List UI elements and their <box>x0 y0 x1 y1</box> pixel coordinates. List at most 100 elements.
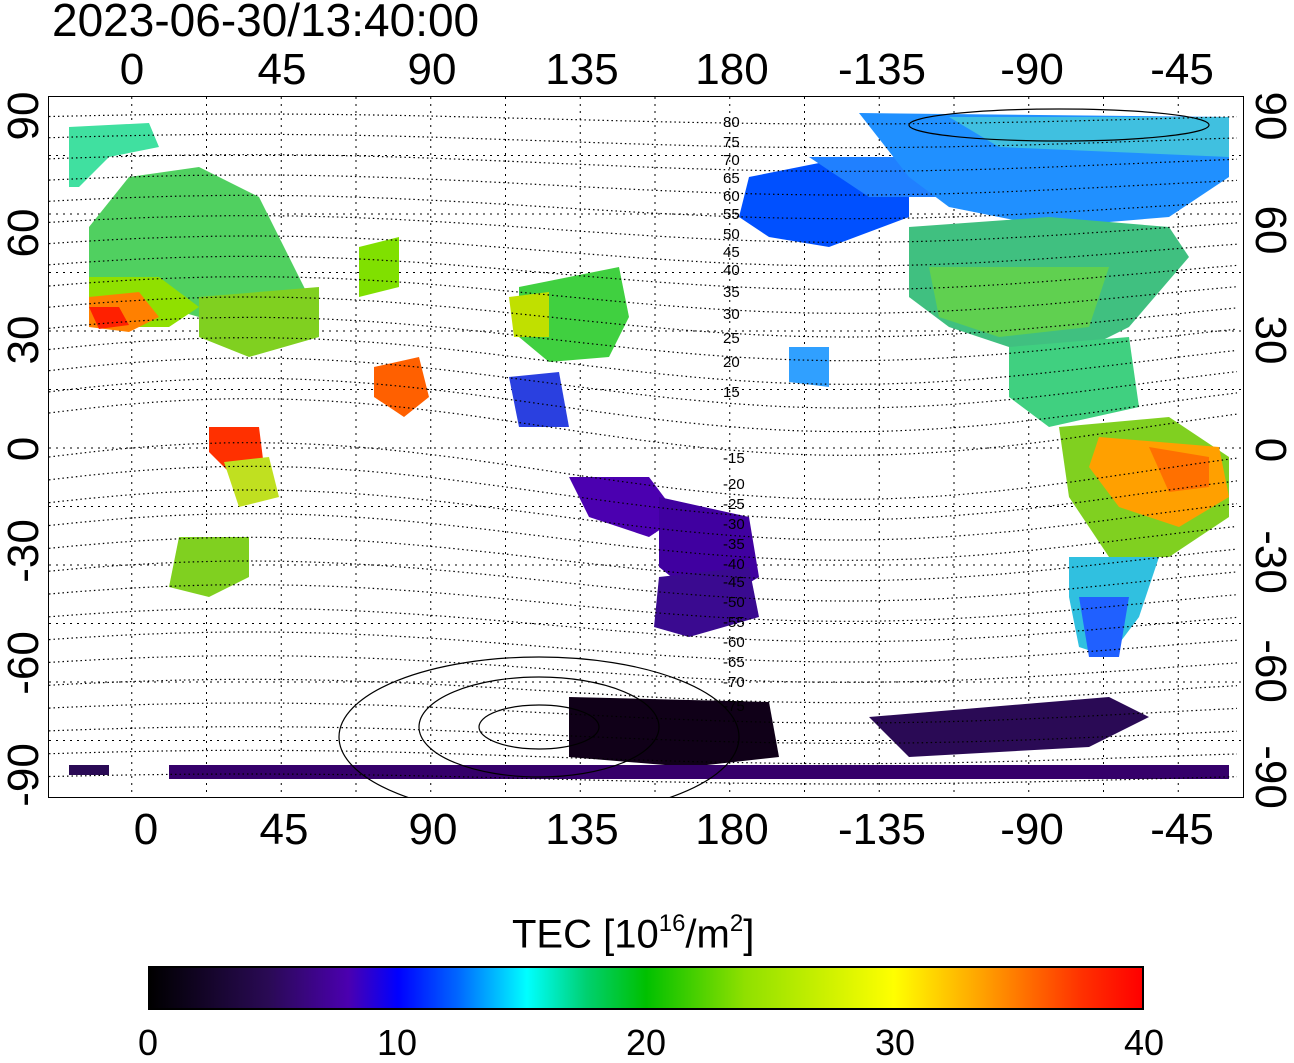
colorbar-title-suffix: ] <box>743 912 755 957</box>
lat-label-right: 30 <box>1246 315 1294 365</box>
magnetic-contour <box>49 398 1238 456</box>
contour-label: -35 <box>723 536 745 553</box>
magnetic-contour <box>49 465 1238 521</box>
contour-label: -70 <box>723 674 745 691</box>
contour-label: -75 <box>723 698 745 715</box>
magnetic-contour <box>49 174 1238 196</box>
contour-label: -15 <box>723 450 745 467</box>
contour-label: -40 <box>723 556 745 573</box>
magnetic-contour <box>49 702 1238 724</box>
contour-label: 70 <box>723 152 740 169</box>
magnetic-contour <box>478 704 600 750</box>
tec-patch-antarctica <box>569 697 779 767</box>
tec-patch-hawaii <box>789 347 829 387</box>
colorbar-title-unit-exponent: 2 <box>729 910 744 937</box>
lat-label-right: 60 <box>1246 205 1294 255</box>
magnetic-contour <box>49 631 1238 663</box>
contour-label: 40 <box>723 262 740 279</box>
contour-label: -65 <box>723 654 745 671</box>
lon-label-top: 180 <box>695 45 769 94</box>
colorbar-title: TEC [1016/m2] <box>512 904 754 956</box>
magnetic-contour <box>49 377 1238 433</box>
contour-label: 75 <box>723 134 740 151</box>
lat-label-left: 90 <box>0 91 48 141</box>
lon-label-bottom: -135 <box>837 805 927 854</box>
contour-label: 25 <box>723 330 740 347</box>
contour-label: 20 <box>723 354 740 371</box>
contour-label: 65 <box>723 170 740 187</box>
lon-label-top: 0 <box>119 45 145 94</box>
contour-label: 30 <box>723 306 740 323</box>
colorbar <box>148 966 1144 1010</box>
lon-label-top: 90 <box>407 45 457 94</box>
lat-label-left: -30 <box>0 519 48 583</box>
lat-label-left: 0 <box>0 436 48 462</box>
lon-label-top: -90 <box>1000 45 1064 94</box>
magnetic-contour <box>49 133 1238 149</box>
lat-label-right: -30 <box>1246 530 1294 594</box>
magnetic-contour <box>49 536 1238 582</box>
lat-label-left: -90 <box>0 743 48 807</box>
colorbar-tick-label: 40 <box>1123 1022 1165 1063</box>
lon-label-bottom: -45 <box>1150 805 1214 854</box>
contour-label: -60 <box>723 634 745 651</box>
tec-patch-nz <box>654 567 759 637</box>
lat-label-left: 30 <box>0 315 48 365</box>
tec-patch-eastasia <box>509 292 549 337</box>
magnetic-contour <box>49 154 1238 172</box>
lon-label-bottom: 90 <box>408 805 458 854</box>
magnetic-contour <box>49 235 1238 267</box>
tec-patch-india <box>374 357 429 417</box>
tec-patch-seasia <box>509 372 569 427</box>
tec-patch-south-africa <box>169 537 249 597</box>
lon-label-bottom: 45 <box>259 805 309 854</box>
tec-patch-patagonia <box>1079 597 1129 657</box>
contour-label: 45 <box>723 244 740 261</box>
lon-label-bottom: 135 <box>545 805 619 854</box>
lon-label-bottom: 180 <box>695 805 769 854</box>
colorbar-title-exponent: 16 <box>658 910 686 937</box>
lon-label-top: 45 <box>257 45 307 94</box>
magnetic-contour <box>49 276 1238 314</box>
colorbar-tick-label: 10 <box>376 1022 418 1063</box>
tec-patch-mexico <box>1009 337 1139 427</box>
magnetic-contour <box>908 108 1210 142</box>
colorbar-tick-label: 30 <box>874 1022 916 1063</box>
magnetic-contour <box>49 655 1238 683</box>
tec-patch-antarctica <box>169 765 1229 779</box>
colorbar-title-prefix: TEC [10 <box>512 912 659 957</box>
lat-label-right: 0 <box>1246 437 1294 463</box>
magnetic-contour <box>49 726 1238 744</box>
magnetic-contour <box>49 773 1238 785</box>
tec-data-layer <box>69 113 1229 779</box>
lon-label-top: -45 <box>1150 45 1214 94</box>
lon-label-top: 135 <box>545 45 619 94</box>
colorbar-tick-label: 0 <box>137 1022 159 1063</box>
tec-patch-antarctica <box>69 765 109 775</box>
lat-label-right: -60 <box>1246 639 1294 703</box>
magnetic-contours <box>49 108 1238 797</box>
magnetic-contour <box>49 607 1238 643</box>
tec-patch-africa <box>224 457 279 507</box>
tec-patch-canada <box>949 117 1229 157</box>
tec-patch-mideast <box>199 287 319 357</box>
contour-label: 15 <box>723 384 740 401</box>
tec-map: 80 75 70 65 60 55 50 45 40 35 30 25 20 15 -15 -20 -25 -30… <box>48 96 1244 798</box>
magnetic-contour <box>418 676 660 778</box>
lat-label-left: -60 <box>0 631 48 695</box>
magnetic-contour <box>49 442 1238 500</box>
contour-label: 60 <box>723 188 740 205</box>
contour-label: -50 <box>723 594 745 611</box>
tec-patch-usa <box>929 267 1109 337</box>
magnetic-contour <box>49 513 1238 561</box>
contour-label: -25 <box>723 496 745 513</box>
lat-label-right: 90 <box>1246 91 1294 141</box>
magnetic-contour <box>49 113 1238 125</box>
tec-patch-australia <box>569 477 679 537</box>
magnetic-contour <box>49 584 1238 622</box>
contour-label: 35 <box>723 284 740 301</box>
contour-label: -55 <box>723 614 745 631</box>
magnetic-contour <box>49 316 1238 362</box>
contour-label: -30 <box>723 516 745 533</box>
